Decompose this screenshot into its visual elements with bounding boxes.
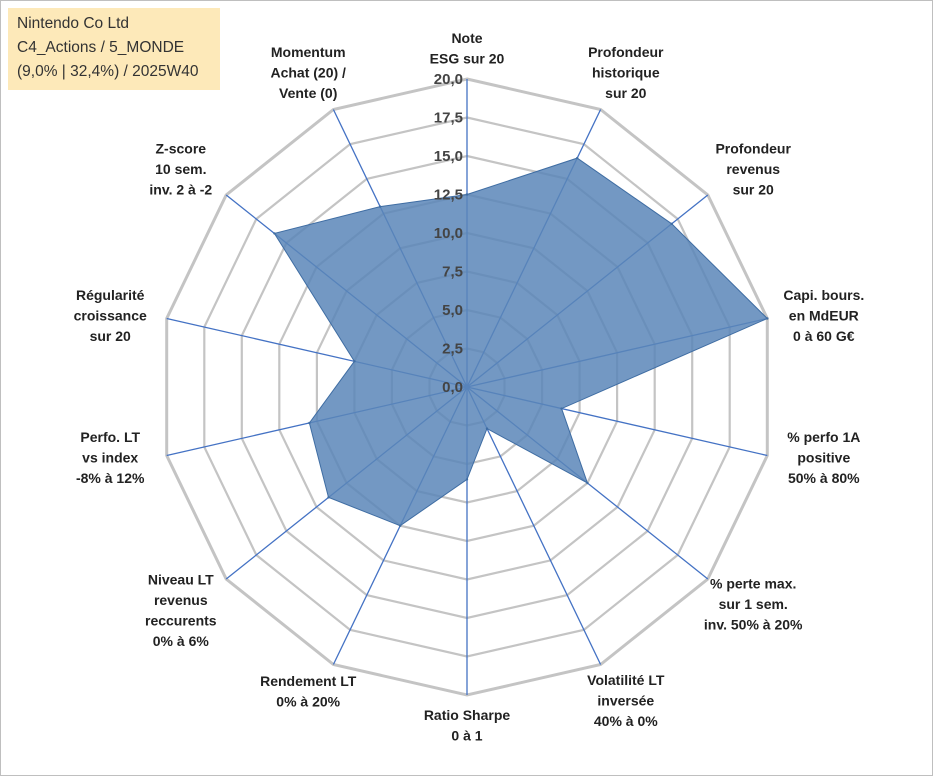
axis-label-line: inv. 50% à 20% bbox=[704, 617, 803, 633]
axis-label-line: Vente (0) bbox=[279, 85, 337, 101]
axis-label-14: Momentum Achat (20) / Vente (0) bbox=[270, 44, 346, 101]
axis-label-line: Perfo. LT bbox=[80, 429, 140, 445]
axis-label-line: vs index bbox=[82, 449, 138, 465]
axis-label-line: Rendement LT bbox=[260, 673, 357, 689]
series-layer bbox=[273, 156, 769, 527]
axis-label-line: Régularité bbox=[76, 287, 145, 303]
axis-label-line: 50% à 80% bbox=[788, 470, 860, 486]
axis-labels: Note ESG sur 20 Profondeur historique sur 20… bbox=[74, 30, 865, 744]
axis-label-line: positive bbox=[797, 449, 850, 465]
data-point-2 bbox=[576, 156, 579, 160]
axis-label-4: Capi. bours. en MdEUR 0 à 60 G€ bbox=[783, 287, 864, 344]
data-point-5 bbox=[560, 407, 563, 410]
data-point-11 bbox=[308, 421, 311, 425]
axis-label-line: en MdEUR bbox=[789, 308, 859, 324]
data-point-14 bbox=[378, 205, 382, 208]
axis-label-line: historique bbox=[592, 64, 660, 80]
data-point-1 bbox=[465, 193, 469, 196]
data-point-9 bbox=[399, 524, 402, 527]
series-area bbox=[273, 157, 769, 527]
axis-label-line: sur 20 bbox=[90, 328, 131, 344]
axis-label-11: Perfo. LT vs index -8% à 12% bbox=[76, 429, 145, 486]
data-point-6 bbox=[586, 481, 589, 485]
axis-label-line: Ratio Sharpe bbox=[424, 707, 511, 723]
axis-label-line: Z-score bbox=[156, 141, 207, 157]
tick-label: 2,5 bbox=[442, 341, 463, 358]
tick-label: 17,5 bbox=[434, 110, 463, 127]
axis-label-line: Achat (20) / bbox=[270, 64, 346, 80]
data-point-7 bbox=[485, 427, 489, 430]
axis-label-line: % perfo 1A bbox=[787, 429, 860, 445]
axis-label-line: Momentum bbox=[271, 44, 346, 60]
axis-label-line: 40% à 0% bbox=[594, 713, 658, 729]
info-category: C4_Actions / 5_MONDE bbox=[17, 39, 185, 56]
axis-label-line: 0% à 6% bbox=[153, 633, 210, 649]
axis-label-line: croissance bbox=[74, 308, 147, 324]
axis-label-line: % perte max. bbox=[710, 576, 796, 592]
axis-label-line: sur 1 sem. bbox=[719, 596, 788, 612]
axis-label-line: -8% à 12% bbox=[76, 470, 145, 486]
axis-label-8: Ratio Sharpe 0 à 1 bbox=[424, 707, 511, 744]
axis-label-line: sur 20 bbox=[605, 85, 646, 101]
axis-label-13: Z-score 10 sem. inv. 2 à -2 bbox=[149, 141, 212, 198]
axis-label-line: inversée bbox=[597, 693, 654, 709]
spoke-7 bbox=[466, 386, 602, 665]
axis-label-line: Niveau LT bbox=[148, 572, 214, 588]
tick-label: 0,0 bbox=[442, 379, 463, 396]
axis-label-line: revenus bbox=[726, 161, 780, 177]
tick-label: 5,0 bbox=[442, 302, 463, 319]
tick-label: 20,0 bbox=[434, 71, 463, 88]
axis-label-7: Volatilité LT inversée 40% à 0% bbox=[587, 672, 665, 729]
info-stats: (9,0% | 32,4%) / 2025W40 bbox=[17, 63, 199, 80]
data-point-10 bbox=[327, 496, 330, 499]
axis-label-line: inv. 2 à -2 bbox=[149, 182, 212, 198]
axis-label-line: Capi. bours. bbox=[783, 287, 864, 303]
axis-label-line: 0 à 60 G€ bbox=[793, 328, 855, 344]
info-box: Nintendo Co Ltd C4_Actions / 5_MONDE (9,… bbox=[8, 8, 220, 90]
axis-label-line: revenus bbox=[154, 592, 208, 608]
axis-label-6: % perte max. sur 1 sem. inv. 50% à 20% bbox=[704, 576, 803, 633]
tick-label: 12,5 bbox=[434, 187, 463, 204]
data-point-13 bbox=[273, 232, 276, 235]
axis-label-line: 0% à 20% bbox=[276, 694, 340, 710]
axis-label-line: 10 sem. bbox=[155, 161, 206, 177]
data-point-8 bbox=[465, 478, 469, 481]
axis-label-line: sur 20 bbox=[733, 182, 774, 198]
axis-label-12: Régularité croissance sur 20 bbox=[74, 287, 147, 344]
data-point-12 bbox=[353, 360, 356, 363]
info-company-name: Nintendo Co Ltd bbox=[17, 15, 130, 32]
axis-label-1: Note ESG sur 20 bbox=[430, 30, 505, 67]
data-point-4 bbox=[766, 317, 769, 320]
tick-label: 10,0 bbox=[434, 225, 463, 242]
data-point-3 bbox=[670, 222, 673, 225]
axis-label-10: Niveau LT revenus reccurents 0% à 6% bbox=[145, 572, 217, 650]
axis-label-line: 0 à 1 bbox=[451, 727, 482, 743]
tick-label: 15,0 bbox=[434, 148, 463, 165]
axis-label-line: reccurents bbox=[145, 613, 217, 629]
tick-labels: 0,0 2,5 5,0 7,5 10,0 12,5 15,0 17,5 20,0 bbox=[434, 71, 463, 396]
axis-label-line: Volatilité LT bbox=[587, 672, 665, 688]
tick-label: 7,5 bbox=[442, 264, 463, 281]
axis-label-5: % perfo 1A positive 50% à 80% bbox=[787, 429, 860, 486]
axis-label-line: Note bbox=[451, 30, 482, 46]
axis-label-line: Profondeur bbox=[715, 141, 791, 157]
axis-label-2: Profondeur historique sur 20 bbox=[588, 44, 664, 101]
axis-label-9: Rendement LT 0% à 20% bbox=[260, 673, 357, 710]
axis-label-line: Profondeur bbox=[588, 44, 664, 60]
axis-label-line: ESG sur 20 bbox=[430, 50, 505, 66]
axis-label-3: Profondeur revenus sur 20 bbox=[715, 141, 791, 198]
